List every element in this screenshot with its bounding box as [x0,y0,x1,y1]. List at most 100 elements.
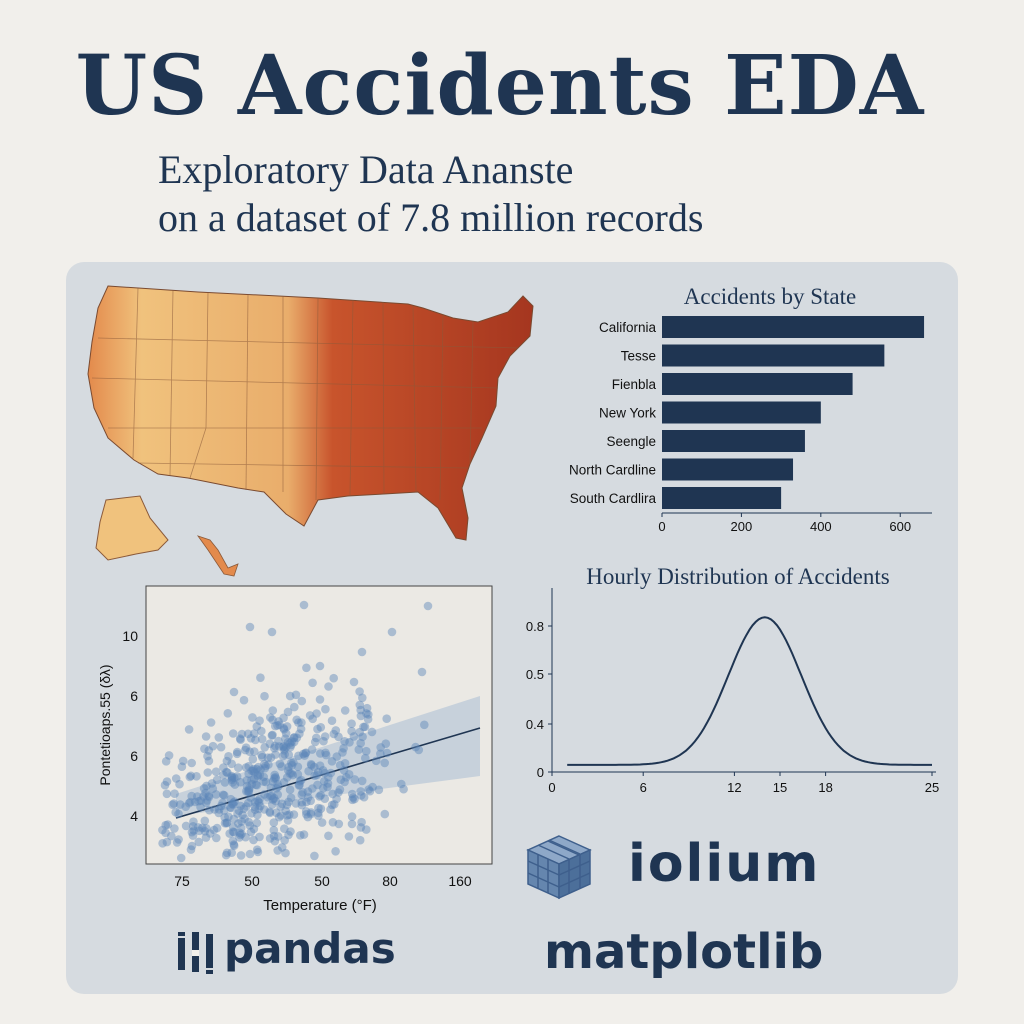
scatter-point [221,850,231,860]
scatter-point [290,702,299,712]
scatter-point [225,803,235,812]
scatter-point [229,828,239,837]
scatter-point [355,727,365,737]
scatter-point [321,750,331,760]
scatter-point [269,793,279,803]
cube-icon [526,835,592,900]
scatter-point [229,798,238,807]
scatter-point [200,744,209,754]
scatter-point [253,847,263,857]
line-chart-title: Hourly Distribution of Accidents [586,564,889,589]
scatter-point [227,799,237,809]
scatter-regression-line [175,727,481,819]
scatter-point [300,751,309,760]
scatter-point [265,834,275,843]
scatter-point [316,804,326,813]
scatter-point [226,794,236,804]
scatter-point [318,766,328,775]
scatter-point [289,810,299,819]
scatter-point [211,790,221,799]
scatter-point [249,764,258,774]
scatter-point [260,759,269,769]
scatter-point [328,789,337,799]
scatter-point [248,754,258,764]
scatter-point [265,808,275,818]
subtitle-line-2: on a dataset of 7.8 million records [158,195,704,240]
scatter-point [414,745,424,755]
scatter-point [229,841,239,850]
scatter-point [270,741,280,751]
scatter-point [364,710,373,719]
scatter-point [334,732,343,742]
pandas-bars-icon [178,932,213,974]
line-y-tick-label: 0 [537,765,544,780]
scatter-point [306,809,316,819]
scatter-point [174,809,183,819]
scatter-point [316,749,325,758]
scatter-point [174,835,183,844]
scatter-point [356,711,366,721]
scatter-point [211,767,221,776]
scatter-point [397,779,406,789]
scatter-point [321,748,330,758]
scatter-point [284,797,293,807]
line-x-tick-label: 18 [818,780,832,795]
bar [662,344,885,367]
scatter-point [279,725,289,734]
scatter-point [357,776,367,786]
scatter-point [207,779,217,788]
scatter-point [350,775,360,784]
scatter-point [168,800,177,809]
scatter-point [354,745,364,754]
scatter-point [247,766,256,776]
scatter-point [279,741,289,751]
scatter-point [293,762,303,772]
scatter-point [308,784,317,793]
scatter-point [287,737,296,746]
scatter-point [232,749,242,759]
scatter-point [172,838,182,847]
scatter-point [249,835,258,845]
scatter-point [286,793,296,803]
scatter-point [253,771,262,780]
scatter-point [274,742,284,751]
scatter-point [236,823,246,833]
scatter-points [158,600,433,863]
scatter-point [301,749,310,758]
scatter-point [279,723,288,733]
scatter-point [301,748,311,757]
scatter-point [317,818,327,827]
scatter-point [348,793,358,802]
scatter-point [362,709,371,718]
scatter-y-label: Pontetioaps.55 (δλ) [97,664,113,785]
scatter-point [306,759,316,769]
scatter-point [347,726,356,736]
scatter-point [305,711,315,720]
scatter-point [349,732,359,741]
scatter-point [188,831,198,840]
scatter-point [282,773,292,782]
scatter-point [255,716,264,725]
scatter-point [234,806,244,815]
bar [662,487,782,509]
scatter-point [269,774,279,783]
scatter-point [290,733,299,742]
scatter-point [358,693,367,703]
scatter-point [195,826,204,836]
scatter-point [332,794,341,804]
scatter-point [260,763,270,773]
scatter-point [263,792,272,802]
scatter-point [170,824,179,833]
scatter-point [294,781,304,790]
scatter-point [235,734,245,743]
scatter-point [185,772,195,782]
scatter-point [362,746,371,756]
scatter-point [297,790,307,799]
pandas-logo-text: pandas [224,924,396,973]
scatter-point [296,775,306,785]
scatter-point [274,782,283,791]
scatter-point [275,720,284,730]
scatter-x-tick-label: 80 [382,873,398,889]
scatter-point [382,748,392,758]
scatter-point [260,805,269,814]
